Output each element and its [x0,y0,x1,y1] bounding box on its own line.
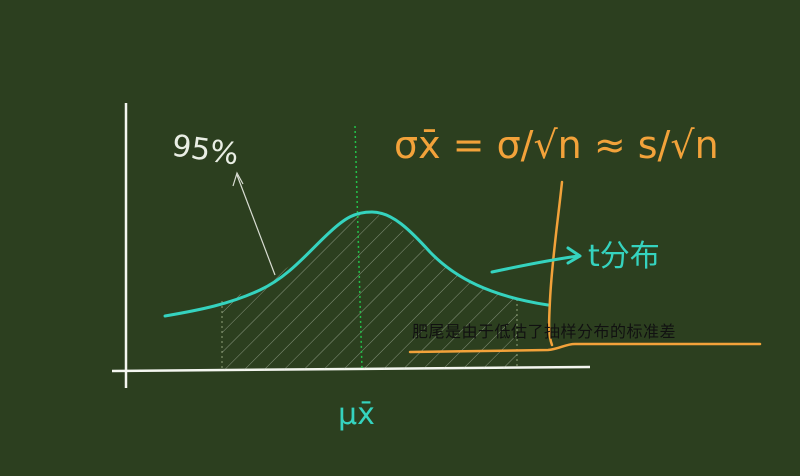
percent-arrow-head [232,171,244,187]
percent-arrow-shaft [236,174,276,276]
percent-label: 95% [170,129,241,173]
confidence-region-hatch [222,212,517,370]
formula-pointer [547,180,564,347]
mean-line [354,125,363,371]
note-underline [408,342,762,354]
mean-label: μx̄ [338,397,375,432]
t-distribution-label: t分布 [588,239,660,274]
sigma-formula: σx̄ = σ/√n ≈ s/√n [394,123,719,167]
t-arrow-shaft [490,254,580,274]
t-arrow-head [566,246,582,265]
fat-tail-note: 肥尾是由于低估了抽样分布的标准差 [412,322,677,341]
normal-curve [163,210,550,318]
